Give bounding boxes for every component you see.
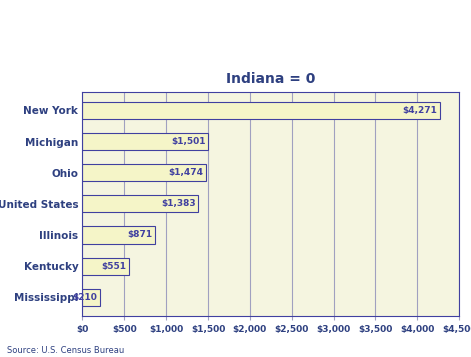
Bar bbox=[82, 102, 440, 119]
Text: $4,271: $4,271 bbox=[403, 106, 438, 115]
Text: Source: U.S. Census Bureau: Source: U.S. Census Bureau bbox=[7, 346, 124, 355]
Title: Indiana = 0: Indiana = 0 bbox=[226, 72, 316, 86]
Text: $551: $551 bbox=[101, 262, 126, 271]
Text: $1,501: $1,501 bbox=[171, 137, 206, 146]
Bar bbox=[82, 133, 208, 150]
Text: $1,474: $1,474 bbox=[168, 168, 203, 177]
Text: $210: $210 bbox=[73, 293, 97, 302]
Text: $1,383: $1,383 bbox=[161, 199, 196, 208]
Text: Figure 2: Revenue Per Capita: Indiana Compared to Others: Figure 2: Revenue Per Capita: Indiana Co… bbox=[7, 8, 398, 21]
Bar bbox=[82, 257, 129, 275]
Bar bbox=[82, 195, 198, 212]
Bar bbox=[82, 164, 206, 181]
Text: $871: $871 bbox=[128, 231, 153, 240]
Bar bbox=[82, 226, 155, 243]
Text: Indiana has the second lowest tax burden of any state: Indiana has the second lowest tax burden… bbox=[7, 36, 369, 49]
Bar bbox=[82, 289, 100, 306]
